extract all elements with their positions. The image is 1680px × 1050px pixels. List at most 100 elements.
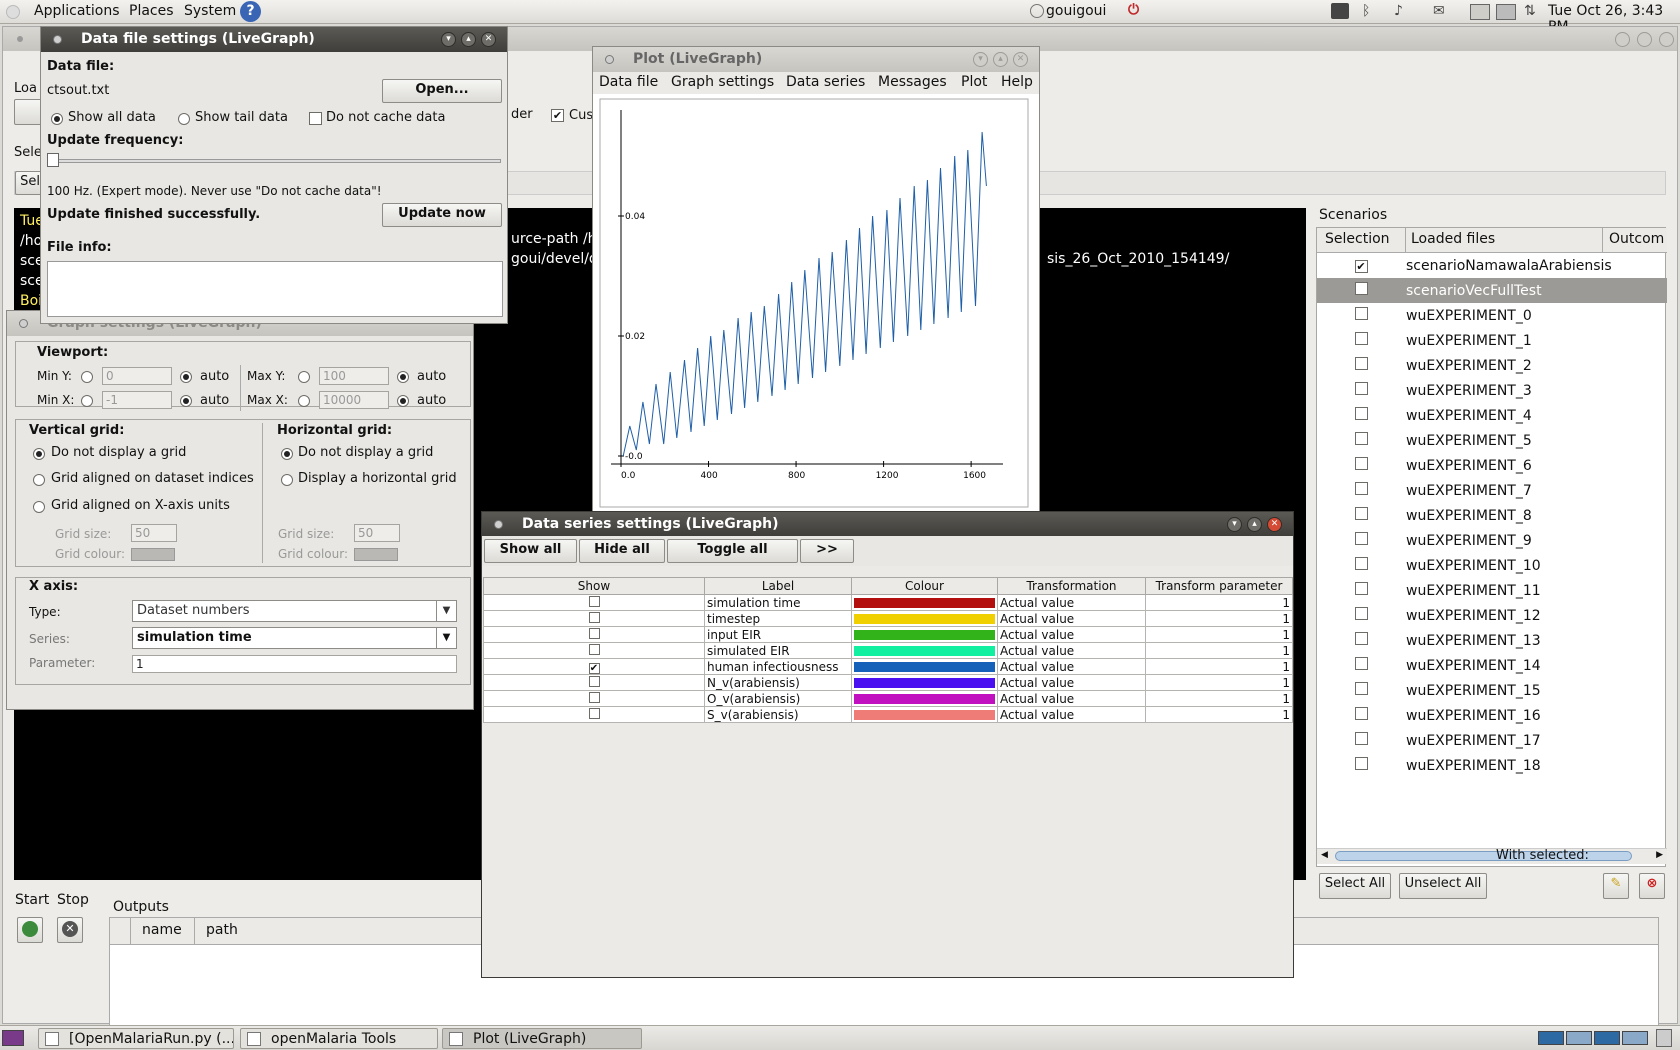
series-transformation[interactable]: Actual value: [997, 690, 1146, 707]
series-label[interactable]: timestep: [704, 610, 852, 627]
series-label[interactable]: input EIR: [704, 626, 852, 643]
scenario-checkbox[interactable]: [1354, 482, 1368, 495]
window-menu-icon[interactable]: [605, 55, 614, 64]
scenario-row[interactable]: wuEXPERIMENT_17: [1317, 728, 1667, 753]
scenario-checkbox[interactable]: [1354, 757, 1368, 770]
show-all-button[interactable]: Show all: [484, 539, 577, 563]
applet-icon[interactable]: [1470, 4, 1490, 20]
scroll-right-icon[interactable]: ▶: [1656, 850, 1663, 860]
series-transformation[interactable]: Actual value: [997, 594, 1146, 611]
parameter-input[interactable]: 1: [132, 655, 457, 673]
max-x-auto-radio[interactable]: [397, 395, 409, 407]
scenario-checkbox[interactable]: [1354, 457, 1368, 470]
series-show-checkbox[interactable]: ✔: [588, 662, 600, 674]
scenario-row[interactable]: wuEXPERIMENT_5: [1317, 428, 1667, 453]
series-row[interactable]: simulation time Actual value 1: [483, 594, 1293, 611]
window-menu-icon[interactable]: [494, 520, 503, 529]
scenario-checkbox[interactable]: [1354, 332, 1368, 345]
scenario-row[interactable]: wuEXPERIMENT_4: [1317, 403, 1667, 428]
window-menu-icon[interactable]: [19, 319, 28, 328]
menu-system[interactable]: System: [184, 3, 237, 19]
col-outcome[interactable]: Outcom: [1609, 231, 1665, 247]
unselect-all-button[interactable]: Unselect All: [1399, 873, 1487, 899]
scenario-checkbox[interactable]: [1354, 382, 1368, 395]
menu-data-file[interactable]: Data file: [599, 74, 659, 90]
series-row[interactable]: simulated EIR Actual value 1: [483, 642, 1293, 659]
show-all-radio[interactable]: [51, 113, 63, 125]
maximize-icon[interactable]: ▴: [1247, 517, 1262, 532]
scenario-checkbox[interactable]: ✔: [1354, 259, 1368, 273]
scenario-row[interactable]: wuEXPERIMENT_16: [1317, 703, 1667, 728]
toggle-all-button[interactable]: Toggle all: [667, 539, 798, 563]
close-icon[interactable]: [1659, 32, 1674, 47]
task-plot-livegraph[interactable]: Plot (LiveGraph): [442, 1028, 642, 1049]
series-colour-swatch[interactable]: [854, 629, 995, 640]
bluetooth-icon[interactable]: ᛒ: [1362, 3, 1371, 19]
scroll-thumb[interactable]: [1335, 851, 1632, 861]
scenario-row[interactable]: ✔ scenarioNamawalaArabiensis: [1317, 253, 1667, 278]
max-y-input[interactable]: 100: [319, 367, 389, 385]
scenario-checkbox[interactable]: [1354, 557, 1368, 570]
series-label[interactable]: simulated EIR: [704, 642, 852, 659]
frequency-slider-handle[interactable]: [47, 153, 59, 167]
series-transformation[interactable]: Actual value: [997, 642, 1146, 659]
scenario-row[interactable]: wuEXPERIMENT_8: [1317, 503, 1667, 528]
col-transform-parameter[interactable]: Transform parameter: [1145, 577, 1293, 595]
scenario-row[interactable]: wuEXPERIMENT_2: [1317, 353, 1667, 378]
scenario-checkbox[interactable]: [1354, 532, 1368, 545]
stop-button[interactable]: ✕: [57, 917, 83, 943]
start-button[interactable]: [17, 917, 43, 943]
scenario-checkbox[interactable]: [1354, 682, 1368, 695]
chevron-down-icon[interactable]: ▼: [436, 628, 456, 648]
network-icon[interactable]: ⇅: [1524, 3, 1536, 19]
scenario-checkbox[interactable]: [1354, 407, 1368, 420]
series-transform-parameter[interactable]: 1: [1145, 706, 1293, 723]
col-colour[interactable]: Colour: [851, 577, 998, 595]
scenario-checkbox[interactable]: [1354, 707, 1368, 720]
scenario-row[interactable]: wuEXPERIMENT_12: [1317, 603, 1667, 628]
show-tail-radio[interactable]: [178, 113, 190, 125]
close-icon[interactable]: ✕: [1013, 52, 1028, 67]
menu-places[interactable]: Places: [129, 3, 174, 19]
vgrid-size-input[interactable]: 50: [131, 524, 177, 542]
update-now-button[interactable]: Update now: [382, 203, 502, 227]
series-transform-parameter[interactable]: 1: [1145, 626, 1293, 643]
scenario-row[interactable]: wuEXPERIMENT_13: [1317, 628, 1667, 653]
minimize-icon[interactable]: ▾: [973, 52, 988, 67]
max-y-auto-radio[interactable]: [397, 371, 409, 383]
scenario-checkbox[interactable]: [1354, 657, 1368, 670]
scenario-row[interactable]: wuEXPERIMENT_6: [1317, 453, 1667, 478]
series-transform-parameter[interactable]: 1: [1145, 642, 1293, 659]
workspace-1[interactable]: [1538, 1031, 1564, 1045]
scenario-row[interactable]: wuEXPERIMENT_9: [1317, 528, 1667, 553]
workspace-3[interactable]: [1594, 1031, 1620, 1045]
series-colour-swatch[interactable]: [854, 709, 995, 720]
scenario-checkbox[interactable]: [1354, 307, 1368, 320]
series-transformation[interactable]: Actual value: [997, 706, 1146, 723]
series-show-checkbox[interactable]: [588, 707, 600, 719]
hgrid-none-radio[interactable]: [281, 448, 293, 460]
horizontal-scrollbar[interactable]: ◀ ▶: [1317, 848, 1667, 864]
min-x-auto-radio[interactable]: [180, 395, 192, 407]
task-openmalariarun[interactable]: [OpenMalariaRun.py (...: [38, 1028, 234, 1049]
hgrid-display-radio[interactable]: [281, 474, 293, 486]
scenario-row[interactable]: wuEXPERIMENT_10: [1317, 553, 1667, 578]
vgrid-xunits-radio[interactable]: [33, 501, 45, 513]
no-cache-checkbox[interactable]: [309, 112, 322, 125]
series-label[interactable]: human infectiousness: [704, 658, 852, 675]
series-row[interactable]: input EIR Actual value 1: [483, 626, 1293, 643]
remove-icon[interactable]: ⊗: [1639, 873, 1665, 899]
more-button[interactable]: >>: [800, 539, 854, 563]
series-colour-swatch[interactable]: [854, 645, 995, 656]
gnome-foot-icon[interactable]: [6, 5, 20, 19]
plot-chart[interactable]: 0.04 0.02 -0.0 0.0 400 800 1200 1600: [593, 96, 1039, 510]
scenario-checkbox[interactable]: [1354, 432, 1368, 445]
help-icon[interactable]: ?: [240, 1, 261, 22]
open-button[interactable]: Open...: [382, 79, 502, 103]
series-label[interactable]: N_v(arabiensis): [704, 674, 852, 691]
scenario-checkbox[interactable]: [1354, 607, 1368, 620]
vgrid-colour-swatch[interactable]: [131, 548, 175, 561]
menu-applications[interactable]: Applications: [34, 3, 120, 19]
col-path[interactable]: path: [206, 922, 238, 938]
scenario-row[interactable]: wuEXPERIMENT_15: [1317, 678, 1667, 703]
